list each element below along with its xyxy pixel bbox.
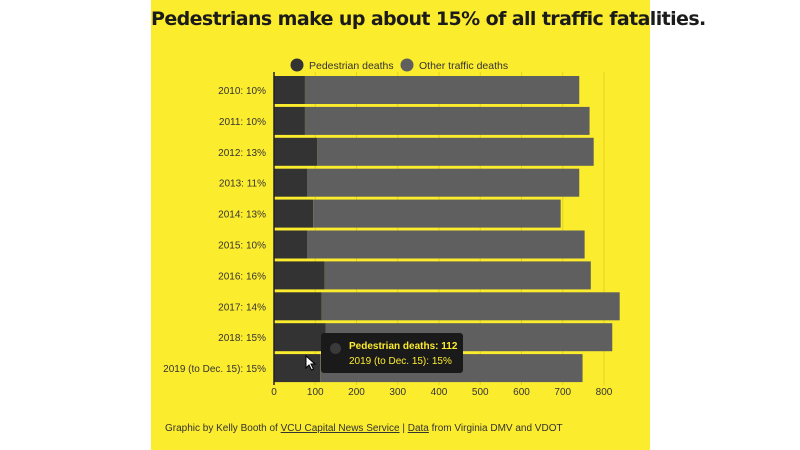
tooltip-value: Pedestrian deaths: 112 xyxy=(349,341,458,352)
credit-prefix: Graphic by Kelly Booth of xyxy=(165,423,281,434)
x-tick-label: 600 xyxy=(513,387,530,398)
x-tick-label: 200 xyxy=(348,387,365,398)
x-tick-label: 700 xyxy=(554,387,571,398)
x-tick-label: 400 xyxy=(431,387,448,398)
chart-title: Pedestrians make up about 15% of all tra… xyxy=(151,8,706,30)
other-bar xyxy=(304,106,590,135)
x-tick-label: 300 xyxy=(389,387,406,398)
credit-line: Graphic by Kelly Booth of VCU Capital Ne… xyxy=(165,423,563,434)
category-label: 2016: 16% xyxy=(218,271,266,282)
credit-suffix: from Virginia DMV and VDOT xyxy=(428,423,563,434)
category-label: 2019 (to Dec. 15): 15% xyxy=(163,364,266,375)
category-label: 2015: 10% xyxy=(218,241,266,252)
x-tick-label: 800 xyxy=(596,387,613,398)
other-bar xyxy=(313,199,561,228)
category-label: 2012: 13% xyxy=(218,148,266,159)
tooltip-swatch-icon xyxy=(330,343,341,354)
pedestrian-bar xyxy=(274,292,322,321)
other-bar xyxy=(307,168,580,197)
other-bar xyxy=(321,292,620,321)
legend-swatch-icon xyxy=(290,58,304,72)
pedestrian-bar xyxy=(274,137,318,166)
legend-label: Other traffic deaths xyxy=(419,60,508,72)
mouse-cursor-icon xyxy=(305,355,317,371)
category-label: 2011: 10% xyxy=(219,117,266,128)
pedestrian-bar xyxy=(274,106,305,135)
tooltip: Pedestrian deaths: 112 2019 (to Dec. 15)… xyxy=(321,333,463,373)
pedestrian-bar xyxy=(274,168,307,197)
other-bar xyxy=(304,76,580,104)
x-tick-label: 500 xyxy=(472,387,489,398)
x-tick-label: 100 xyxy=(307,387,324,398)
category-label: 2018: 15% xyxy=(218,333,266,344)
pedestrian-bar xyxy=(274,261,325,290)
credit-separator: | xyxy=(399,423,408,434)
pedestrian-bar xyxy=(274,323,326,352)
x-tick-label: 0 xyxy=(271,387,277,398)
category-labels: 2010: 10% 2011: 10% 2012: 13% 2013: 11% 2014… xyxy=(163,86,266,375)
category-label: 2013: 11% xyxy=(219,179,266,190)
category-label: 2014: 13% xyxy=(218,210,266,221)
other-bar xyxy=(317,137,594,166)
chart-panel: Pedestrians make up about 15% of all tra… xyxy=(151,0,706,450)
pedestrian-bar xyxy=(274,76,305,104)
tooltip-category: 2019 (to Dec. 15): 15% xyxy=(349,356,452,367)
legend: Pedestrian deaths Other traffic deaths xyxy=(290,58,508,72)
other-bar xyxy=(307,230,585,259)
other-bar xyxy=(324,261,591,290)
category-label: 2017: 14% xyxy=(218,302,266,313)
legend-swatch-icon xyxy=(400,58,414,72)
category-label: 2010: 10% xyxy=(218,86,266,97)
pedestrian-bar xyxy=(274,199,314,228)
pedestrian-bar xyxy=(274,230,307,259)
data-link[interactable]: Data xyxy=(407,423,429,434)
cns-link[interactable]: VCU Capital News Service xyxy=(280,423,400,434)
x-axis-ticks: 0 100 200 300 400 500 600 700 800 xyxy=(271,387,613,398)
legend-label: Pedestrian deaths xyxy=(309,60,394,72)
